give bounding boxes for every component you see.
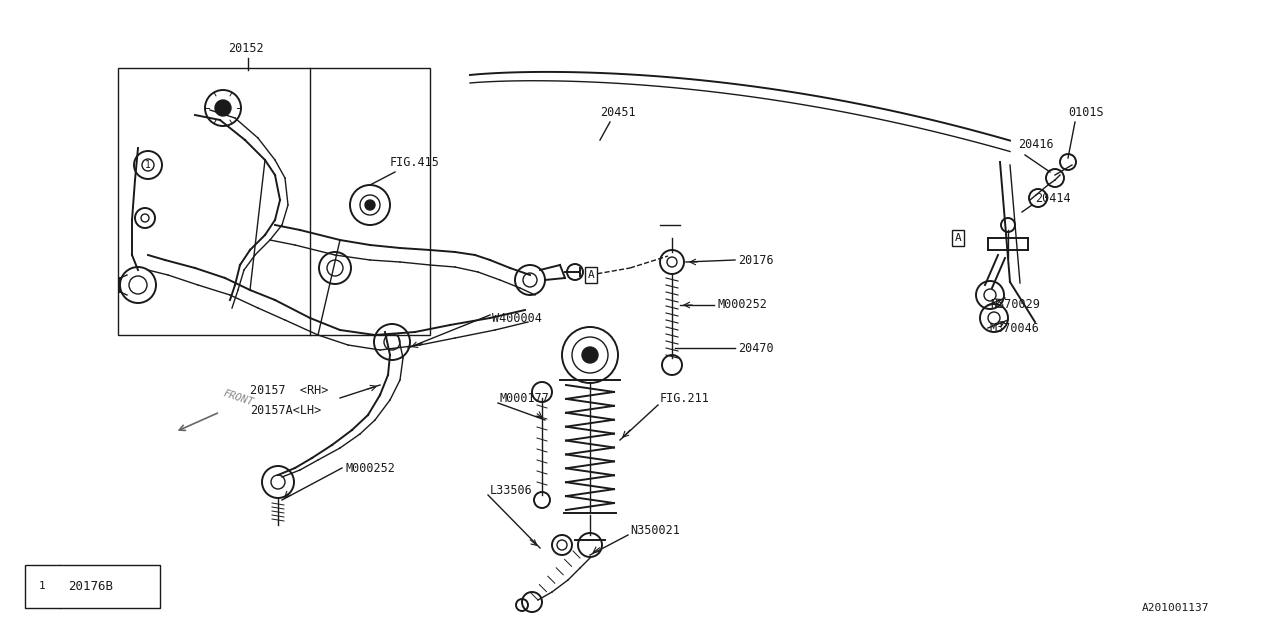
Text: 20176: 20176	[739, 253, 773, 266]
Bar	[118, 68, 430, 335]
Bar	[585, 268, 598, 283]
Text: N370029: N370029	[989, 298, 1039, 312]
Text: M000252: M000252	[718, 298, 768, 312]
Circle shape	[215, 100, 230, 116]
Text: W400004: W400004	[492, 312, 541, 324]
Text: A: A	[588, 270, 594, 280]
Text: M000252: M000252	[346, 461, 394, 474]
Text: 20157  <RH>: 20157 <RH>	[250, 383, 329, 397]
Text: 0101S: 0101S	[1068, 106, 1103, 118]
Text: 20414: 20414	[1036, 191, 1070, 205]
Circle shape	[365, 200, 375, 210]
Text: 1: 1	[145, 160, 151, 170]
Text: 20157A<LH>: 20157A<LH>	[250, 403, 321, 417]
Text: 20152: 20152	[228, 42, 264, 54]
Text: 20176B: 20176B	[68, 579, 113, 593]
Text: 20451: 20451	[600, 106, 636, 118]
Text: FIG.415: FIG.415	[390, 156, 440, 168]
Text: FIG.211: FIG.211	[660, 392, 710, 404]
Text: L33506: L33506	[490, 483, 532, 497]
Text: N350021: N350021	[630, 524, 680, 536]
Text: M000177: M000177	[500, 392, 550, 404]
Text: FRONT: FRONT	[221, 389, 255, 408]
Text: 1: 1	[38, 581, 45, 591]
Text: 20470: 20470	[739, 342, 773, 355]
Circle shape	[219, 104, 227, 112]
Text: A: A	[955, 233, 961, 243]
Bar	[26, 565, 160, 608]
Text: M370046: M370046	[989, 321, 1039, 335]
Text: A201001137: A201001137	[1142, 603, 1210, 613]
Circle shape	[582, 347, 598, 363]
Text: 20416: 20416	[1018, 138, 1053, 152]
Bar	[952, 230, 964, 246]
